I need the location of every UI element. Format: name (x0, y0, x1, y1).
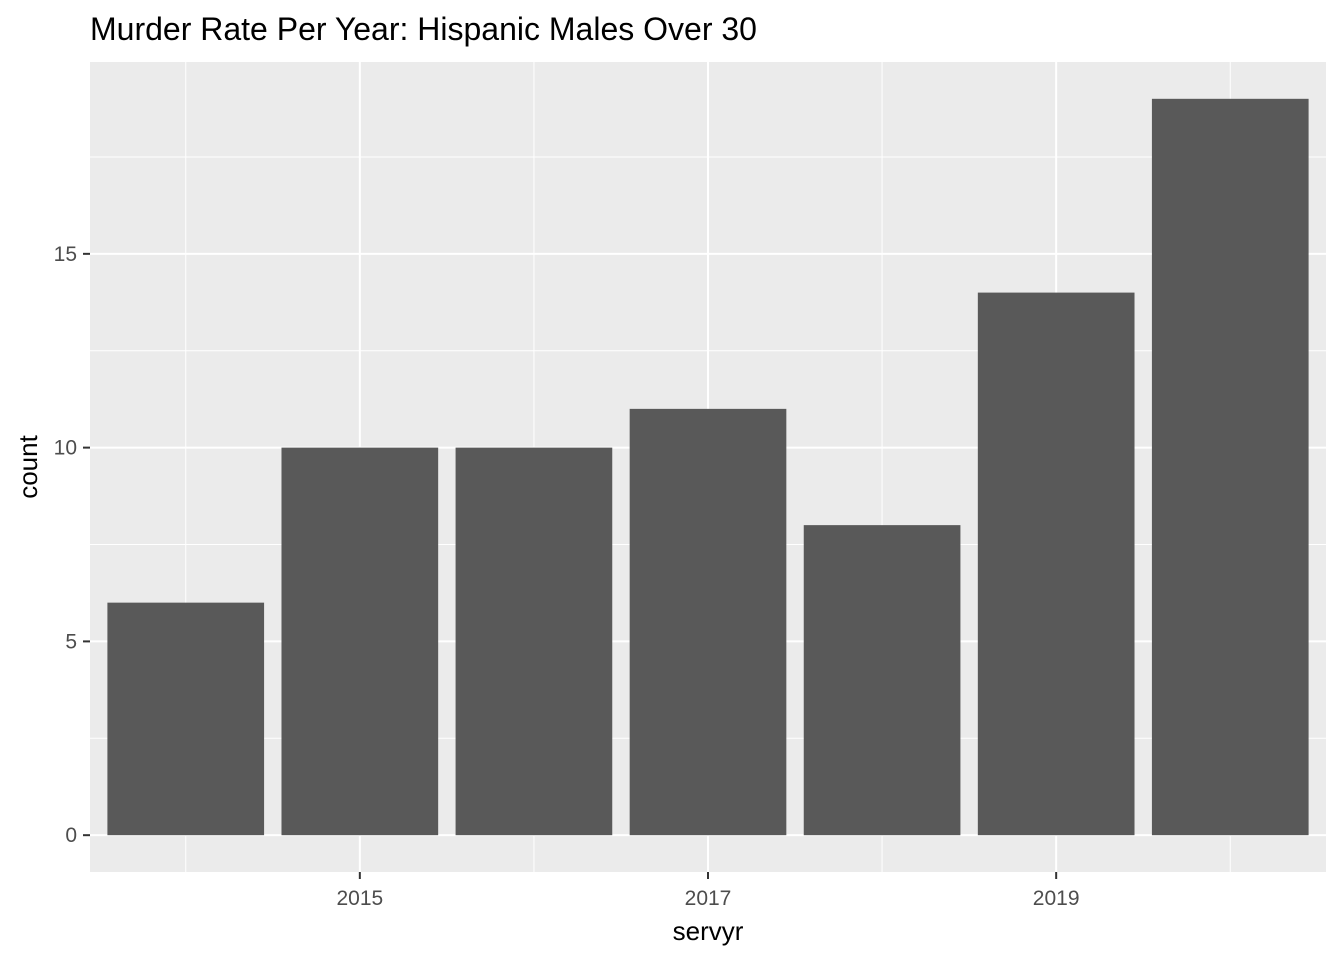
y-tick-label: 0 (65, 824, 77, 847)
bar-2018 (803, 525, 961, 836)
bar-2014 (107, 602, 265, 836)
bar-2015 (281, 447, 439, 836)
x-axis: 2015 2017 2019 (336, 872, 1080, 910)
bars (107, 98, 1309, 836)
x-tick-label: 2017 (685, 887, 732, 910)
bar-2016 (455, 447, 613, 836)
chart-title: Murder Rate Per Year: Hispanic Males Ove… (90, 11, 757, 47)
y-tick-label: 5 (65, 630, 77, 653)
bar-2019 (977, 292, 1135, 836)
bar-2017 (629, 408, 787, 836)
y-tick-label: 10 (54, 437, 77, 460)
x-tick-label: 2015 (336, 887, 383, 910)
y-axis-title: count (13, 434, 43, 498)
y-axis: 0 5 10 15 (54, 243, 90, 847)
y-tick-label: 15 (54, 243, 77, 266)
bar-2020 (1151, 98, 1309, 836)
x-tick-label: 2019 (1033, 887, 1080, 910)
x-axis-title: servyr (673, 916, 744, 946)
